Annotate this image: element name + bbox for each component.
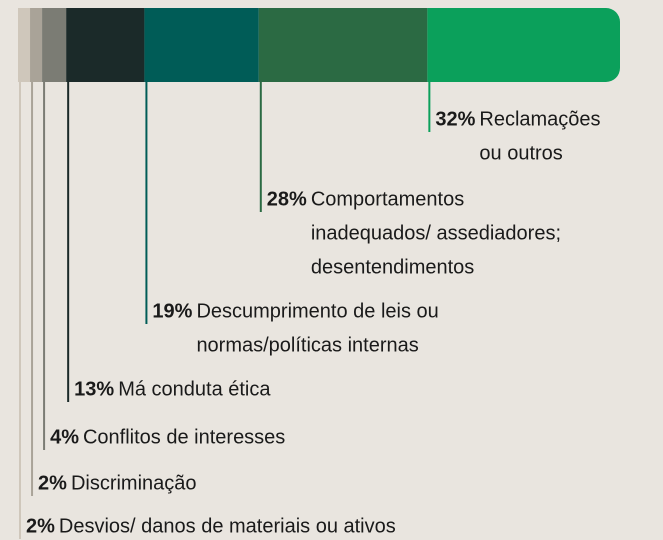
- value-label: 4%: [50, 426, 79, 448]
- value-label: 13%: [74, 378, 114, 400]
- bar-segment: [258, 8, 428, 82]
- value-label: 2%: [38, 472, 67, 494]
- bar-segment: [18, 8, 31, 82]
- category-label: Discriminação: [71, 472, 197, 494]
- value-label: 32%: [435, 108, 475, 130]
- category-label: Conflitos de interesses: [83, 426, 285, 448]
- value-label: 19%: [152, 300, 192, 322]
- category-label: Má conduta ética: [118, 378, 271, 400]
- category-label: normas/políticas internas: [196, 334, 418, 356]
- category-label: Descumprimento de leis ou: [196, 300, 438, 322]
- category-label: Desvios/ danos de materiais ou ativos: [59, 515, 396, 537]
- value-label: 2%: [26, 515, 55, 537]
- category-label: inadequados/ assediadores;: [311, 222, 561, 244]
- bar-segment: [66, 8, 145, 82]
- category-label: Comportamentos: [311, 188, 464, 210]
- category-label: ou outros: [479, 142, 562, 164]
- bar-segment: [30, 8, 43, 82]
- category-label: desentendimentos: [311, 256, 474, 278]
- bar-segment: [427, 8, 620, 82]
- bar-segment: [144, 8, 259, 82]
- value-label: 28%: [267, 188, 307, 210]
- category-label: Reclamações: [479, 108, 600, 130]
- bar-segment: [42, 8, 67, 82]
- bar-group: [18, 8, 620, 82]
